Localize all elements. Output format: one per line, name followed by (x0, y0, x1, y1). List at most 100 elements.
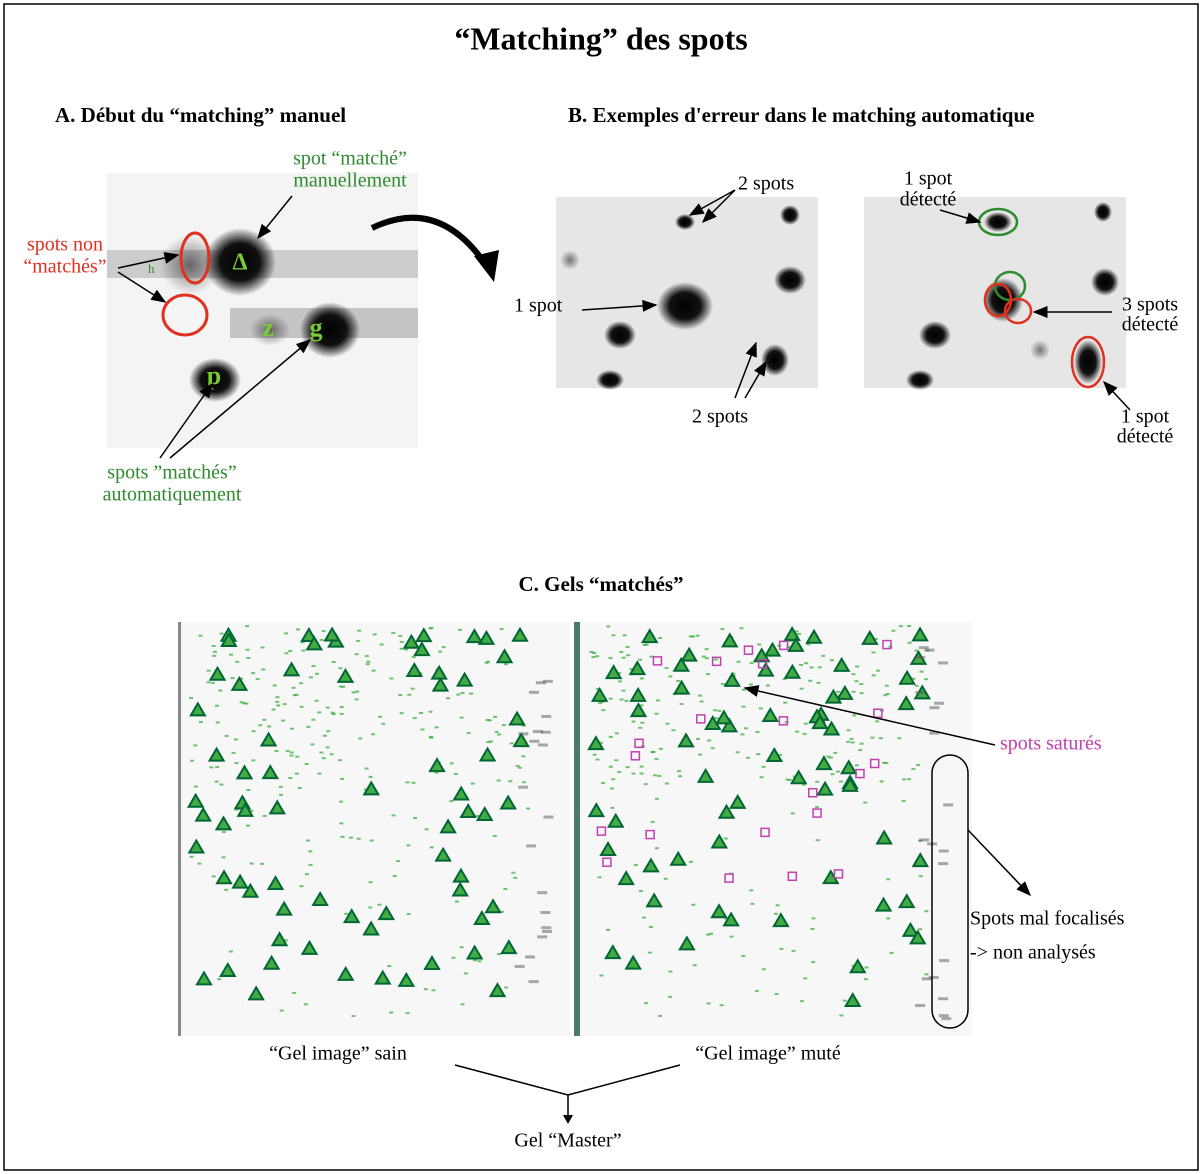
gel-mark (280, 1010, 284, 1012)
gel-mark (779, 948, 783, 950)
gel-mark (847, 729, 851, 731)
gel-mark (693, 964, 697, 966)
gel-mark (400, 641, 404, 643)
label: Spots mal focalisés (970, 908, 1125, 930)
gel-mark (642, 917, 646, 919)
label: -> non analysés (970, 942, 1096, 964)
gel-mark (783, 702, 787, 704)
gel-letter: p (207, 361, 221, 390)
gel-mark (400, 712, 404, 714)
gel-mark (720, 1004, 724, 1006)
gel-mark (451, 957, 455, 959)
gel-mark (750, 662, 754, 664)
gel-mark (872, 674, 876, 676)
gel-mark (370, 840, 374, 842)
gel-mark (218, 690, 222, 692)
arrow-head (563, 1115, 573, 1124)
gel-mark (830, 773, 834, 775)
gel-mark (618, 680, 622, 682)
gel-mark (371, 733, 375, 735)
gel-mark (497, 733, 501, 735)
gel-mark (626, 654, 630, 656)
gel-mark (424, 988, 428, 990)
gel-mark (631, 773, 635, 775)
gel-mark (939, 850, 949, 853)
gel-mark (267, 725, 271, 727)
gel-mark (925, 973, 929, 975)
gel-mark (229, 951, 233, 953)
gel-mark (908, 642, 912, 644)
gel-mark (190, 856, 194, 858)
gel-mark (222, 856, 226, 858)
gel-mark (890, 952, 894, 954)
gel-mark (262, 719, 266, 721)
label: “Gel image” sain (269, 1043, 407, 1065)
gel-mark (639, 890, 643, 892)
gel-mark (288, 650, 292, 652)
gel-mark (380, 643, 384, 645)
gel-mark (290, 728, 294, 730)
gel-mark (740, 733, 744, 735)
gel-mark (513, 877, 517, 879)
gel-mark (541, 715, 551, 718)
gel-mark (369, 776, 373, 778)
gel-mark (190, 760, 194, 762)
gel-mark (515, 965, 525, 968)
gel-mark (680, 703, 684, 705)
gel-mark (275, 701, 279, 703)
label: 2 spots (738, 173, 794, 195)
gel-mark (724, 838, 728, 840)
gel-mark (461, 1003, 465, 1005)
gel-mark (907, 778, 911, 780)
gel-mark (295, 756, 299, 758)
gel-mark (260, 863, 264, 865)
gel-mark (934, 702, 944, 705)
gel-mark (919, 646, 929, 649)
gel-mark (317, 711, 321, 713)
gel-mark (372, 670, 376, 672)
gel-mark (526, 844, 536, 847)
gel-mark (755, 731, 759, 733)
gel-mark (389, 1012, 393, 1014)
gel-mark (344, 913, 348, 915)
gel-mark (212, 875, 216, 877)
gel-mark (295, 694, 299, 696)
gel-mark (886, 878, 890, 880)
gel-mark (338, 667, 342, 669)
gel-mark (198, 635, 202, 637)
gel-mark (542, 930, 552, 933)
gel-mark (742, 689, 746, 691)
gel-mark (469, 693, 473, 695)
gel-mark (715, 717, 719, 719)
gel-mark (460, 717, 464, 719)
gel-mark (455, 901, 459, 903)
gel-mark (298, 787, 302, 789)
gel-mark (852, 714, 856, 716)
gel-mark (742, 706, 746, 708)
gel-mark (310, 743, 314, 745)
label: Gel “Master” (514, 1130, 621, 1152)
gel-mark (284, 632, 288, 634)
gel-mark (323, 735, 327, 737)
gel-mark (381, 723, 385, 725)
gel-mark (698, 754, 702, 756)
gel-mark (486, 661, 490, 663)
gel-mark (412, 782, 416, 784)
gel-mark (850, 738, 854, 740)
gel-mark (915, 656, 925, 659)
gel-mark (744, 727, 748, 729)
gel-mark (839, 781, 843, 783)
gel-mark (366, 663, 370, 665)
gel-mark (224, 889, 228, 891)
gel-mark (658, 1015, 662, 1017)
gel-mark (774, 913, 778, 915)
page-title: “Matching” des spots (454, 20, 747, 56)
gel-mark (598, 876, 602, 878)
gel-mark (529, 691, 539, 694)
gel-mark (497, 780, 501, 782)
gel-mark (189, 697, 193, 699)
gel-mark (916, 764, 920, 766)
gel-mark (858, 749, 862, 751)
gel-mark (502, 724, 506, 726)
gel-mark (377, 904, 381, 906)
